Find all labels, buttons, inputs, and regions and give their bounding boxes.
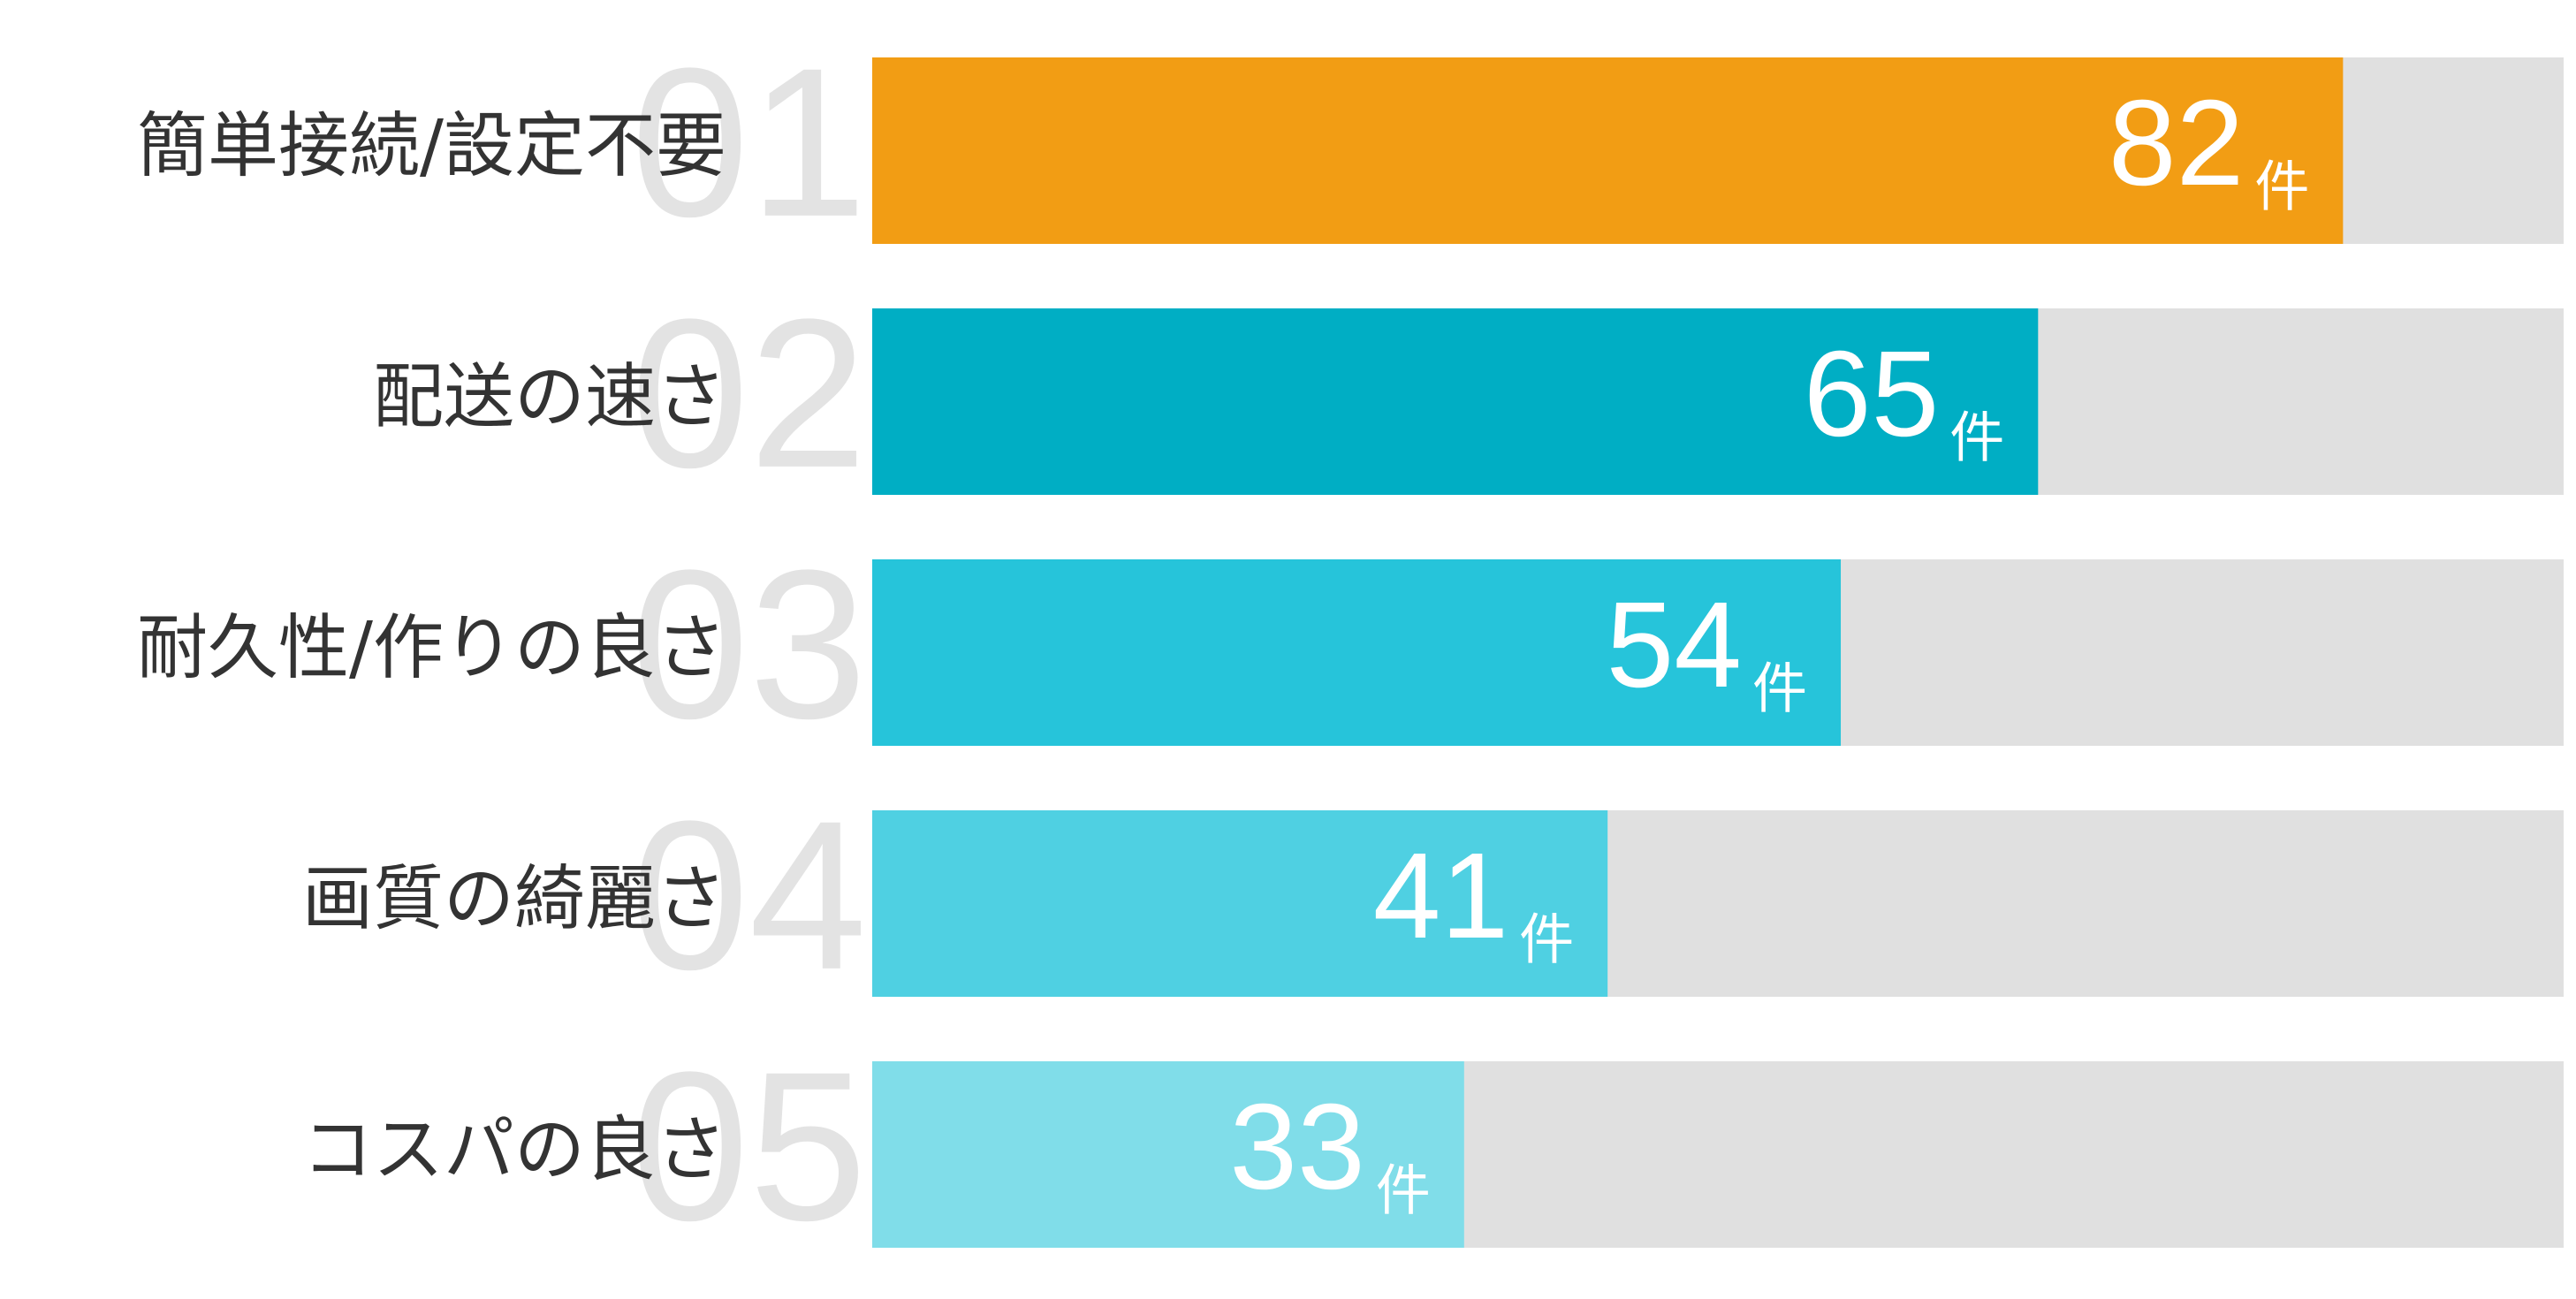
rank-number: 03 <box>631 526 867 763</box>
unit-label: 件 <box>2254 155 2309 219</box>
rank-number: 02 <box>631 275 867 512</box>
category-label: 配送の速さ <box>373 355 726 437</box>
unit-label: 件 <box>1376 1158 1431 1223</box>
category-label: 耐久性/作りの良さ <box>137 606 726 688</box>
category-label: コスパの良さ <box>302 1108 726 1190</box>
value-label: 65 <box>1804 326 1940 462</box>
bar <box>872 559 1842 746</box>
bar <box>872 1061 1464 1248</box>
unit-label: 件 <box>1949 406 2004 470</box>
unit-label: 件 <box>1519 908 1574 972</box>
rank-number: 01 <box>631 24 867 261</box>
unit-label: 件 <box>1752 657 1807 721</box>
bar <box>872 308 2039 495</box>
value-label: 54 <box>1607 577 1743 713</box>
value-label: 41 <box>1373 828 1509 964</box>
rank-number: 04 <box>631 777 867 1014</box>
bar <box>872 810 1608 997</box>
value-label: 82 <box>2109 75 2245 211</box>
value-label: 33 <box>1229 1079 1365 1215</box>
category-label: 画質の綺麗さ <box>302 857 726 939</box>
rank-number: 05 <box>631 1028 867 1265</box>
category-label: 簡単接続/設定不要 <box>137 104 726 186</box>
bar <box>872 57 2344 244</box>
